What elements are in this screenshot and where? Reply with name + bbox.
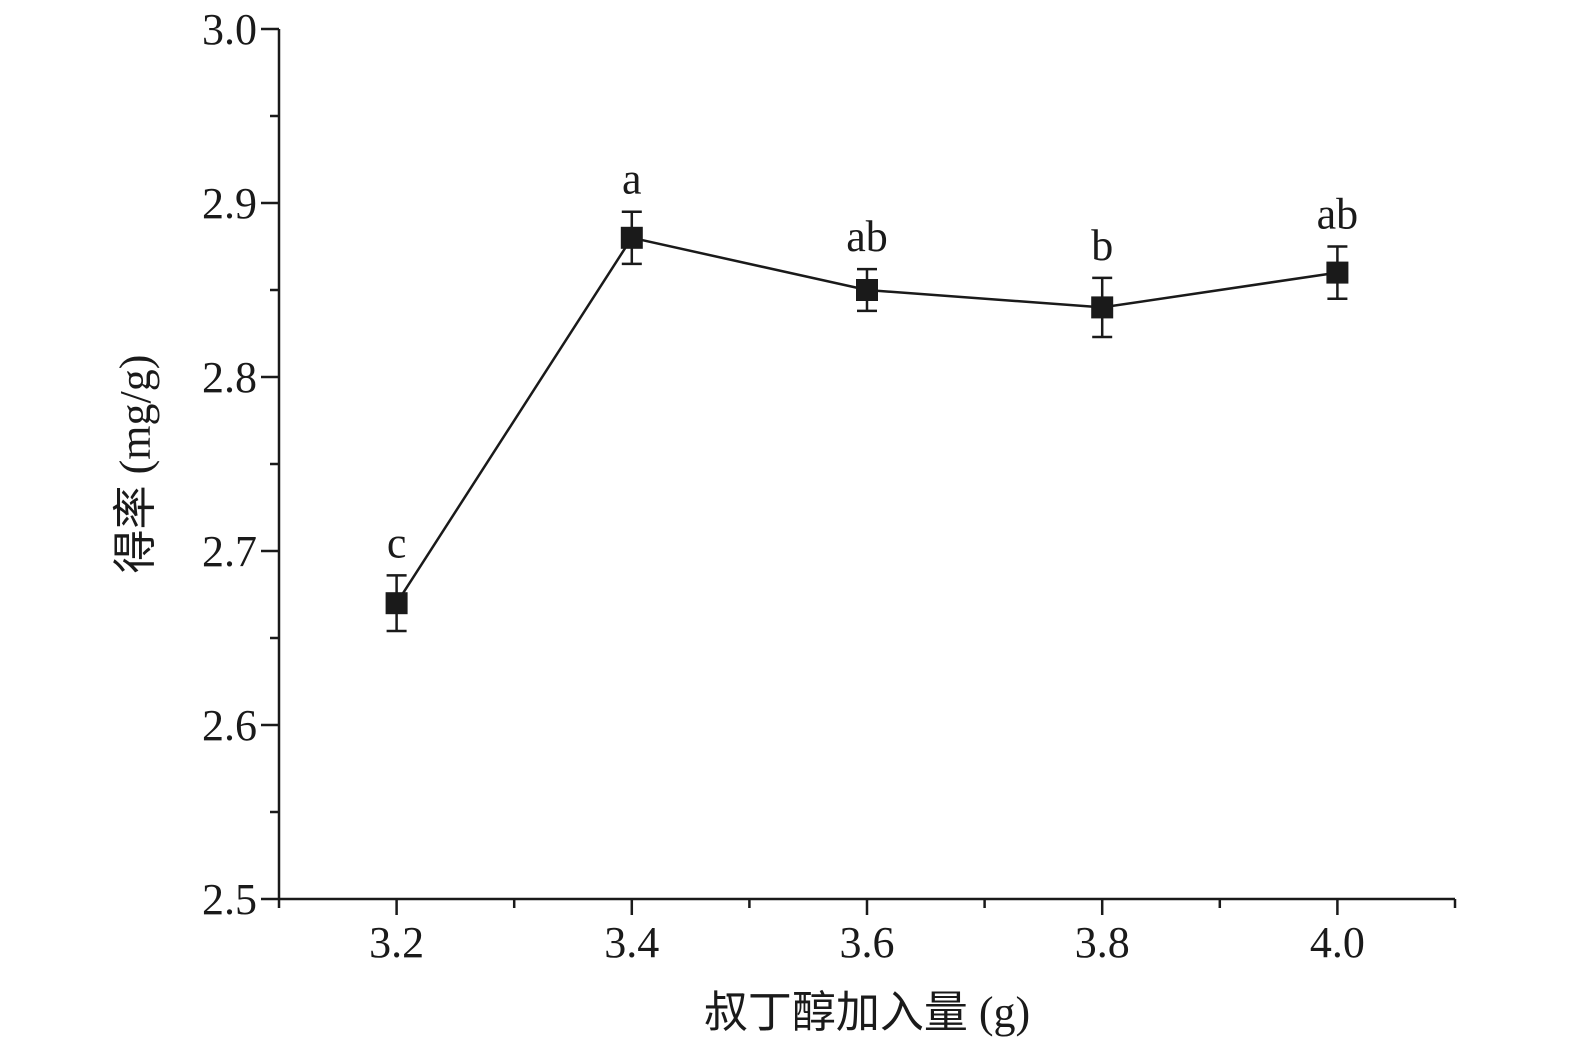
significance-label: ab: [1317, 190, 1359, 239]
data-point: [385, 592, 408, 615]
x-tick-label: 3.6: [840, 918, 895, 967]
data-point: [1326, 261, 1349, 284]
x-tick-label: 4.0: [1310, 918, 1365, 967]
significance-labels: c a ab b ab: [387, 155, 1358, 568]
y-tick-label: 2.7: [202, 527, 257, 576]
x-axis-title: 叔丁醇加入量 (g): [704, 988, 1030, 1037]
significance-label: c: [387, 518, 407, 567]
y-axis-title: 得率 (mg/g): [111, 355, 160, 574]
y-tick-label: 2.9: [202, 179, 257, 228]
significance-label: a: [622, 155, 642, 204]
y-tick-label: 2.8: [202, 353, 257, 402]
x-tick-label: 3.4: [604, 918, 659, 967]
y-tick-label: 2.5: [202, 875, 257, 924]
significance-label: b: [1091, 221, 1113, 270]
data-point: [620, 226, 643, 249]
significance-label: ab: [846, 212, 888, 261]
y-tick-label: 2.6: [202, 701, 257, 750]
data-point: [1091, 296, 1114, 319]
x-tick-label: 3.2: [369, 918, 424, 967]
data-point: [856, 279, 878, 301]
axes: 2.5 2.6 2.7 2.8 2.9 3.0 3.2 3.4 3.6 3.8 4.0: [202, 5, 1457, 967]
y-tick-label: 3.0: [202, 5, 257, 54]
x-tick-label: 3.8: [1075, 918, 1130, 967]
series-line: [385, 210, 1349, 633]
